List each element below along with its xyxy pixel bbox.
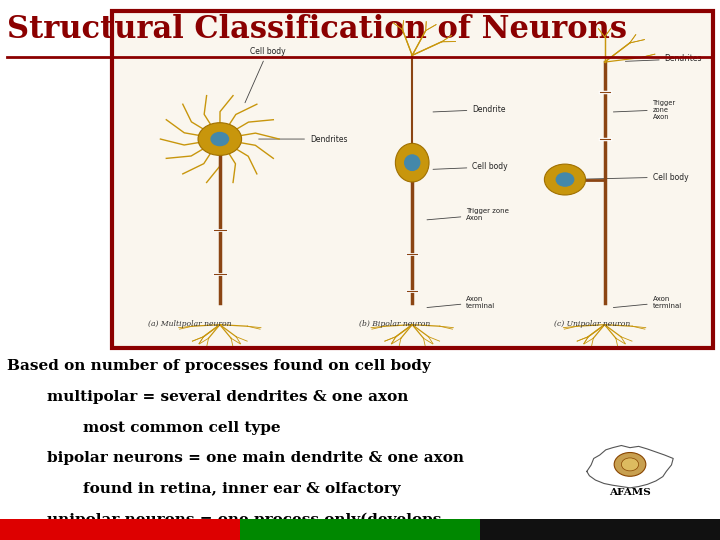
- Text: most common cell type: most common cell type: [83, 421, 280, 435]
- Circle shape: [198, 123, 242, 156]
- Text: (c) Unipolar neuron: (c) Unipolar neuron: [554, 320, 631, 328]
- Bar: [240, 519, 480, 540]
- Text: Cell body: Cell body: [245, 47, 286, 103]
- Text: found in retina, inner ear & olfactory: found in retina, inner ear & olfactory: [83, 482, 400, 496]
- Bar: [112, 11, 713, 348]
- Circle shape: [557, 173, 574, 186]
- Text: Dendrites: Dendrites: [626, 55, 702, 63]
- Text: Axon
terminal: Axon terminal: [427, 296, 495, 309]
- Text: Cell body: Cell body: [568, 173, 688, 181]
- Text: Trigger
zone
Axon: Trigger zone Axon: [613, 100, 676, 120]
- Text: Based on number of processes found on cell body: Based on number of processes found on ce…: [7, 359, 431, 373]
- Ellipse shape: [405, 155, 420, 171]
- Bar: [480, 519, 720, 540]
- Text: Axon
terminal: Axon terminal: [613, 296, 682, 309]
- Text: (a) Multipolar neuron: (a) Multipolar neuron: [148, 320, 232, 328]
- Text: Trigger zone
Axon: Trigger zone Axon: [427, 208, 509, 221]
- Text: Dendrites: Dendrites: [258, 134, 348, 144]
- Circle shape: [544, 164, 585, 195]
- Text: Cell body: Cell body: [433, 163, 508, 171]
- Bar: [0, 519, 240, 540]
- Circle shape: [211, 132, 228, 146]
- Text: Dendrite: Dendrite: [433, 105, 506, 114]
- Circle shape: [614, 453, 646, 476]
- Ellipse shape: [395, 143, 429, 182]
- Circle shape: [621, 458, 639, 471]
- Text: Structural Classification of Neurons: Structural Classification of Neurons: [7, 14, 627, 44]
- Text: multipolar = several dendrites & one axon: multipolar = several dendrites & one axo…: [47, 390, 408, 404]
- Text: unipolar neurons = one process only(develops: unipolar neurons = one process only(deve…: [47, 513, 441, 528]
- Text: bipolar neurons = one main dendrite & one axon: bipolar neurons = one main dendrite & on…: [47, 451, 464, 465]
- Text: AFAMS: AFAMS: [609, 488, 651, 497]
- Text: (b) Bipolar neuron: (b) Bipolar neuron: [359, 320, 430, 328]
